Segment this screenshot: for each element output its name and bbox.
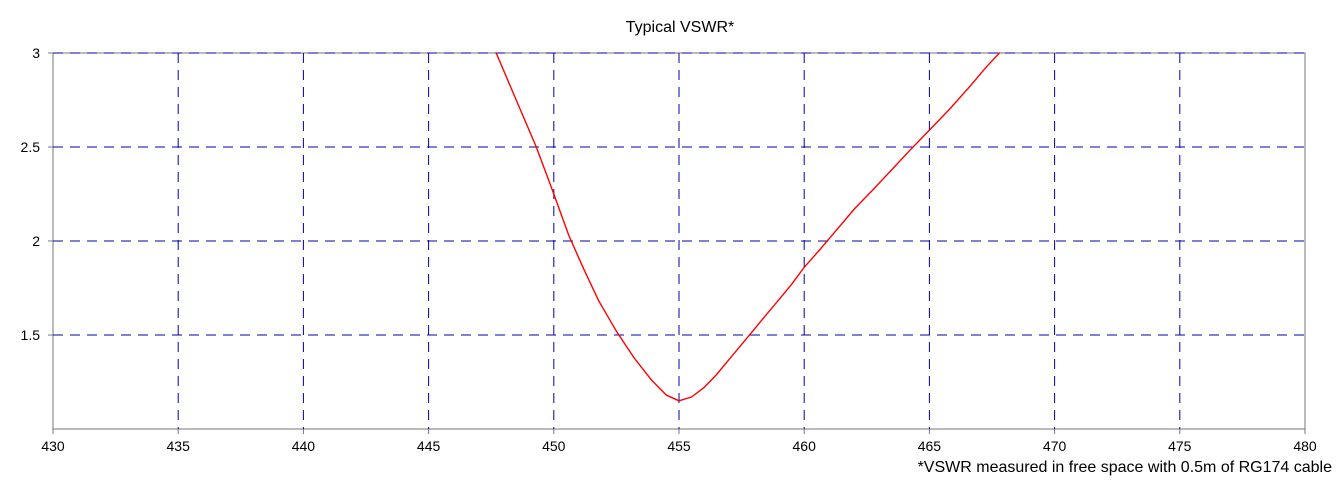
x-tick-label: 470 <box>1043 438 1067 454</box>
y-tick-label: 2.5 <box>21 139 41 155</box>
x-tick-label: 465 <box>918 438 942 454</box>
grid-lines <box>53 52 1305 429</box>
x-tick-label: 455 <box>667 438 691 454</box>
series-layer <box>495 52 1001 402</box>
x-tick-label: 460 <box>793 438 817 454</box>
x-tick-label: 445 <box>417 438 441 454</box>
x-tick-label: 480 <box>1293 438 1317 454</box>
x-tick-label: 450 <box>542 438 566 454</box>
chart-footnote: *VSWR measured in free space with 0.5m o… <box>918 459 1333 476</box>
x-tick-label: 435 <box>167 438 191 454</box>
y-tick-label: 1.5 <box>21 327 41 343</box>
chart-title: Typical VSWR* <box>626 19 734 36</box>
x-tick-label: 475 <box>1168 438 1192 454</box>
vswr-series-line <box>495 52 1001 402</box>
x-tick-label: 430 <box>41 438 65 454</box>
x-tick-label: 440 <box>292 438 316 454</box>
axis-ticks: 430 435 440 445 450 455 460 465 470 475 480 1.5 2 2.5… <box>21 45 1317 454</box>
y-tick-label: 3 <box>32 45 40 61</box>
y-tick-label: 2 <box>32 233 40 249</box>
